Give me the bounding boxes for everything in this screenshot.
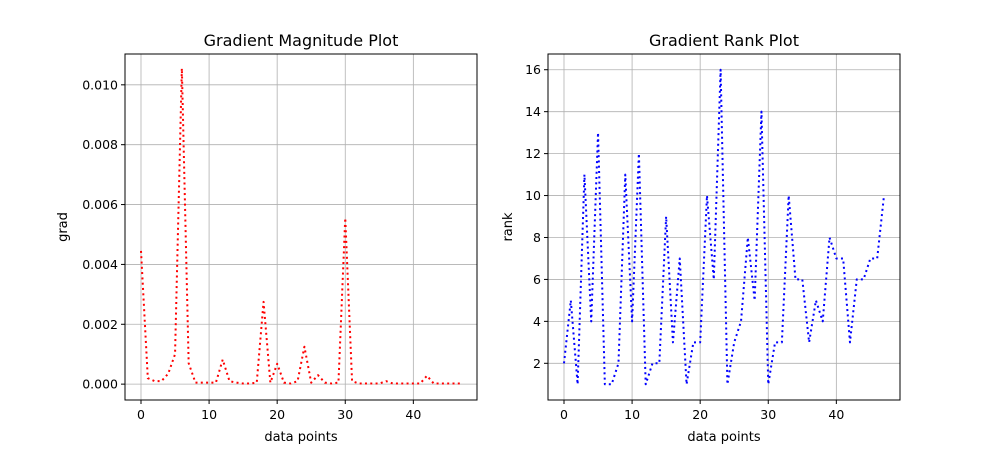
rank-x-axis-label: data points [687, 430, 761, 445]
rank-xtick-label: 10 [624, 407, 640, 422]
rank-ytick-label: 16 [525, 62, 541, 77]
grad-ytick-label: 0.006 [82, 197, 118, 212]
grad-y-axis-label: grad [56, 212, 71, 242]
rank-chart-title: Gradient Rank Plot [649, 31, 799, 50]
grad-xtick-label: 10 [201, 407, 217, 422]
rank-ytick-label: 6 [533, 272, 541, 287]
rank-xtick-label: 40 [828, 407, 844, 422]
grad-ytick-label: 0.008 [82, 137, 118, 152]
rank-ytick-label: 4 [533, 314, 541, 329]
grad-xtick-label: 40 [405, 407, 421, 422]
grad-axes-frame [124, 53, 478, 401]
grad-xtick-label: 30 [337, 407, 353, 422]
grad-ytick-label: 0.002 [82, 317, 118, 332]
grad-ytick-label: 0.000 [82, 377, 118, 392]
rank-ytick-label: 10 [525, 188, 541, 203]
rank-ytick-label: 14 [525, 104, 541, 119]
rank-series-line [563, 68, 885, 386]
grad-xtick-label: 0 [137, 407, 145, 422]
rank-y-axis-label: rank [501, 212, 516, 242]
rank-ytick-label: 2 [533, 356, 541, 371]
grad-chart-title: Gradient Magnitude Plot [204, 31, 399, 50]
rank-axes-frame [547, 53, 901, 401]
rank-ytick-label: 12 [525, 146, 541, 161]
rank-xtick-label: 0 [560, 407, 568, 422]
rank-ytick-label: 8 [533, 230, 541, 245]
grad-series-line [140, 67, 461, 385]
rank-xtick-label: 30 [760, 407, 776, 422]
grad-x-axis-label: data points [264, 430, 338, 445]
rank-xtick-label: 20 [692, 407, 708, 422]
grad-xtick-label: 20 [269, 407, 285, 422]
grad-ytick-label: 0.004 [82, 257, 118, 272]
grad-ytick-label: 0.010 [82, 77, 118, 92]
